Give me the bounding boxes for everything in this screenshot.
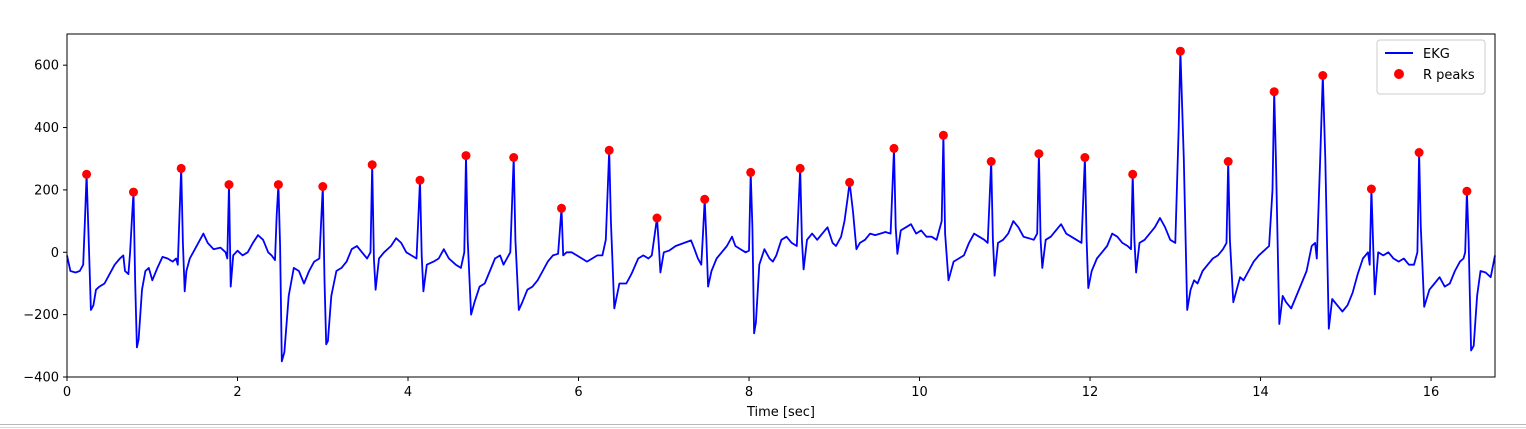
r-peak-point	[1414, 148, 1424, 157]
r-peak-point	[986, 157, 996, 166]
r-peak-point	[1462, 186, 1472, 196]
x-axis-label: Time [sec]	[746, 405, 815, 420]
series-layer	[66, 46, 1496, 363]
r-peak-point	[82, 169, 92, 179]
y-tick-label: 400	[34, 121, 59, 136]
window-border	[0, 424, 1526, 425]
y-tick-label: −400	[23, 371, 59, 386]
r-peak-point	[938, 130, 948, 140]
r-peak-point	[176, 163, 186, 173]
legend-label-r-peaks: R peaks	[1423, 68, 1475, 83]
r-peak-point	[224, 180, 234, 190]
x-tick-label: 12	[1082, 385, 1099, 400]
y-tick-label: 600	[34, 59, 59, 74]
x-tick-label: 8	[745, 385, 753, 400]
r-peak-point	[1318, 71, 1328, 80]
r-peak-point	[415, 175, 425, 185]
legend-dot-marker	[1394, 69, 1404, 79]
ekg-series-line	[66, 50, 1496, 363]
r-peak-point	[557, 203, 566, 213]
plot-area	[66, 33, 1496, 378]
r-peak-point	[652, 213, 662, 223]
x-tick-label: 16	[1423, 385, 1440, 400]
x-tick-label: 10	[911, 385, 928, 400]
r-peak-point	[700, 194, 710, 204]
x-tick-label: 2	[233, 385, 241, 400]
r-peak-point	[461, 151, 471, 161]
r-peak-point	[318, 182, 328, 191]
r-peak-point	[1366, 184, 1376, 194]
y-axis-ticks: −400 −200 0 200 400 600	[23, 59, 67, 386]
r-peak-point	[1175, 46, 1185, 56]
r-peak-point	[795, 163, 805, 173]
r-peak-point	[273, 180, 283, 190]
x-tick-label: 4	[404, 385, 412, 400]
legend: EKG R peaks	[1376, 39, 1486, 95]
r-peak-point	[889, 143, 899, 153]
x-tick-label: 6	[574, 385, 582, 400]
y-tick-label: 200	[34, 183, 59, 198]
r-peak-point	[509, 153, 519, 162]
x-tick-label: 0	[63, 385, 71, 400]
r-peak-point	[367, 160, 377, 170]
r-peak-point	[1128, 169, 1138, 179]
legend-label-ekg: EKG	[1423, 47, 1450, 62]
r-peak-point	[1080, 153, 1090, 162]
y-tick-label: −200	[23, 308, 59, 323]
axes-frame	[66, 33, 1496, 378]
y-tick-label: 0	[51, 246, 59, 261]
window-border-shadow	[0, 427, 1526, 428]
r-peak-point	[1269, 87, 1279, 97]
r-peak-point	[845, 177, 855, 187]
x-tick-label: 14	[1252, 385, 1269, 400]
r-peak-point	[1034, 149, 1044, 159]
r-peak-point	[1223, 157, 1233, 166]
r-peak-point	[129, 187, 138, 197]
r-peak-point	[604, 145, 614, 155]
r-peak-point	[746, 167, 756, 177]
x-axis-ticks: 0 2 4 6 8 10 12 14 16	[63, 377, 1439, 400]
